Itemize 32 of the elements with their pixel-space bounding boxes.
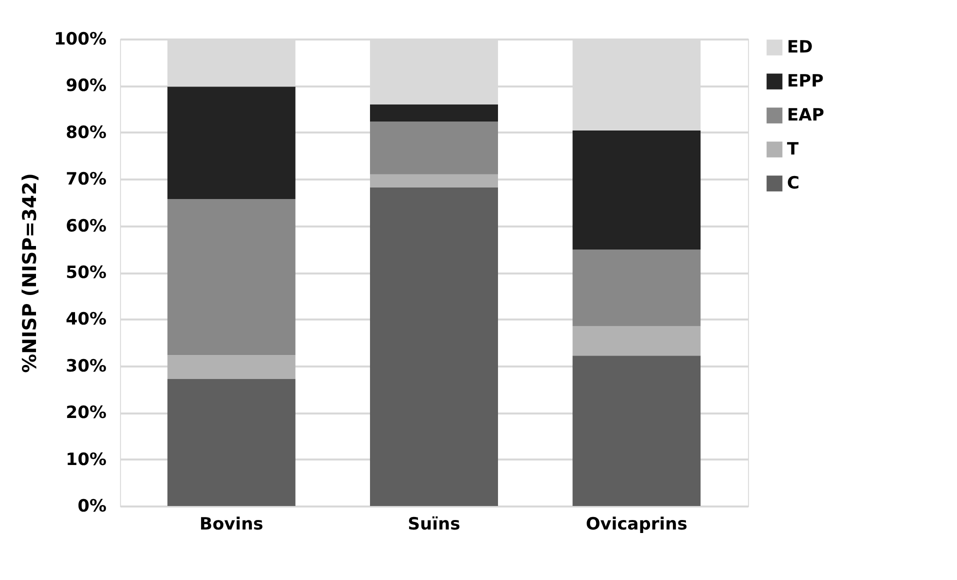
bar xyxy=(370,104,498,122)
y-tick-label: 0% xyxy=(78,496,106,516)
bar xyxy=(167,199,296,356)
y-tick-label: 100% xyxy=(54,30,106,50)
y-tick-label: 80% xyxy=(66,122,106,143)
x-tick-label: Bovins xyxy=(200,514,264,534)
y-tick-label: 20% xyxy=(66,403,106,424)
bar xyxy=(370,174,498,188)
bar xyxy=(572,326,701,356)
y-tick-label: 70% xyxy=(66,170,106,190)
bar xyxy=(167,378,296,506)
y-tick-label: 60% xyxy=(66,216,106,236)
y-tick-label: 90% xyxy=(66,76,106,96)
bar xyxy=(572,250,701,326)
legend-label: ED xyxy=(787,38,813,58)
y-tick-label: 30% xyxy=(66,356,106,376)
y-tick-label: 40% xyxy=(66,310,106,330)
legend-label: EPP xyxy=(787,72,824,92)
legend-label: C xyxy=(787,174,800,194)
y-tick-label: 10% xyxy=(66,450,106,470)
legend-label: T xyxy=(787,140,799,160)
bar xyxy=(167,86,296,200)
y-axis-title: %NISP (NISP=342) xyxy=(18,173,41,373)
bar xyxy=(572,130,701,250)
y-tick-label: 50% xyxy=(66,263,106,283)
bar xyxy=(370,122,498,174)
bar xyxy=(572,356,701,506)
x-tick-label: Ovicaprins xyxy=(586,514,688,534)
bar xyxy=(370,188,498,506)
legend-label: EAP xyxy=(787,106,824,126)
bar xyxy=(167,355,296,379)
x-tick-label: Suïns xyxy=(408,514,460,534)
